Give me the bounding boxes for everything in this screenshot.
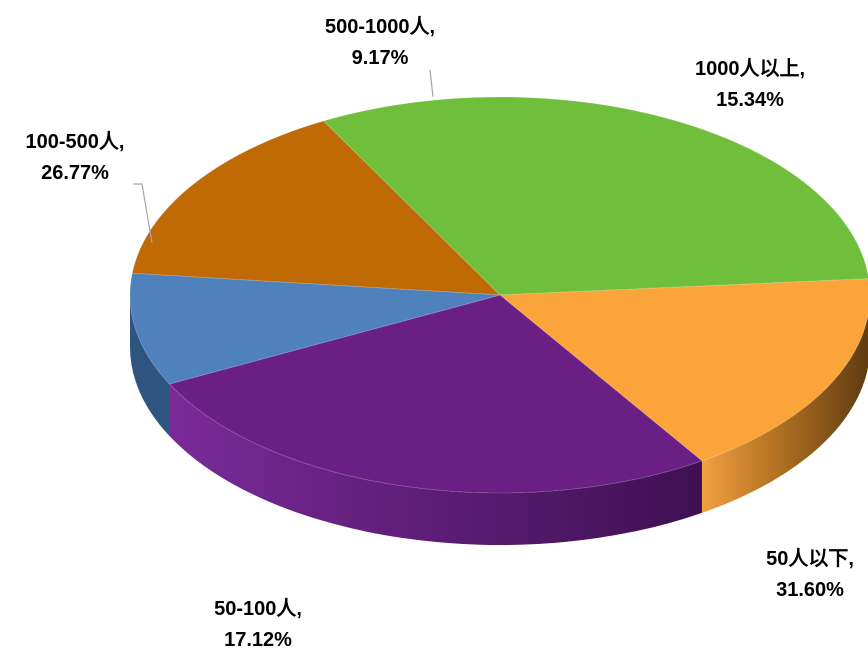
slice-3-wedge (498, 278, 868, 462)
slice-4-side (169, 384, 702, 545)
data-label-percent: 26.77% (41, 162, 109, 184)
data-label-category: 50人以下, (766, 547, 854, 570)
slice-5-wedge (129, 272, 501, 385)
data-label-category: 50-100人, (214, 597, 302, 620)
slice-1-wedge (131, 120, 502, 296)
data-label-percent: 15.34% (716, 89, 784, 111)
data-label-category: 500-1000人, (325, 15, 435, 38)
data-label-category: 100-500人, (26, 130, 125, 153)
leader-line (133, 183, 153, 244)
slice-5-side (130, 295, 170, 437)
data-label-percent: 31.60% (776, 579, 844, 601)
slice-3-side (701, 315, 868, 513)
leader-line (429, 69, 434, 98)
data-label-percent: 9.17% (352, 47, 409, 69)
data-label-category: 1000人以上, (695, 57, 805, 80)
data-label-percent: 17.12% (224, 629, 292, 651)
slice-4-wedge (168, 294, 703, 494)
slice-2-wedge (322, 96, 868, 296)
